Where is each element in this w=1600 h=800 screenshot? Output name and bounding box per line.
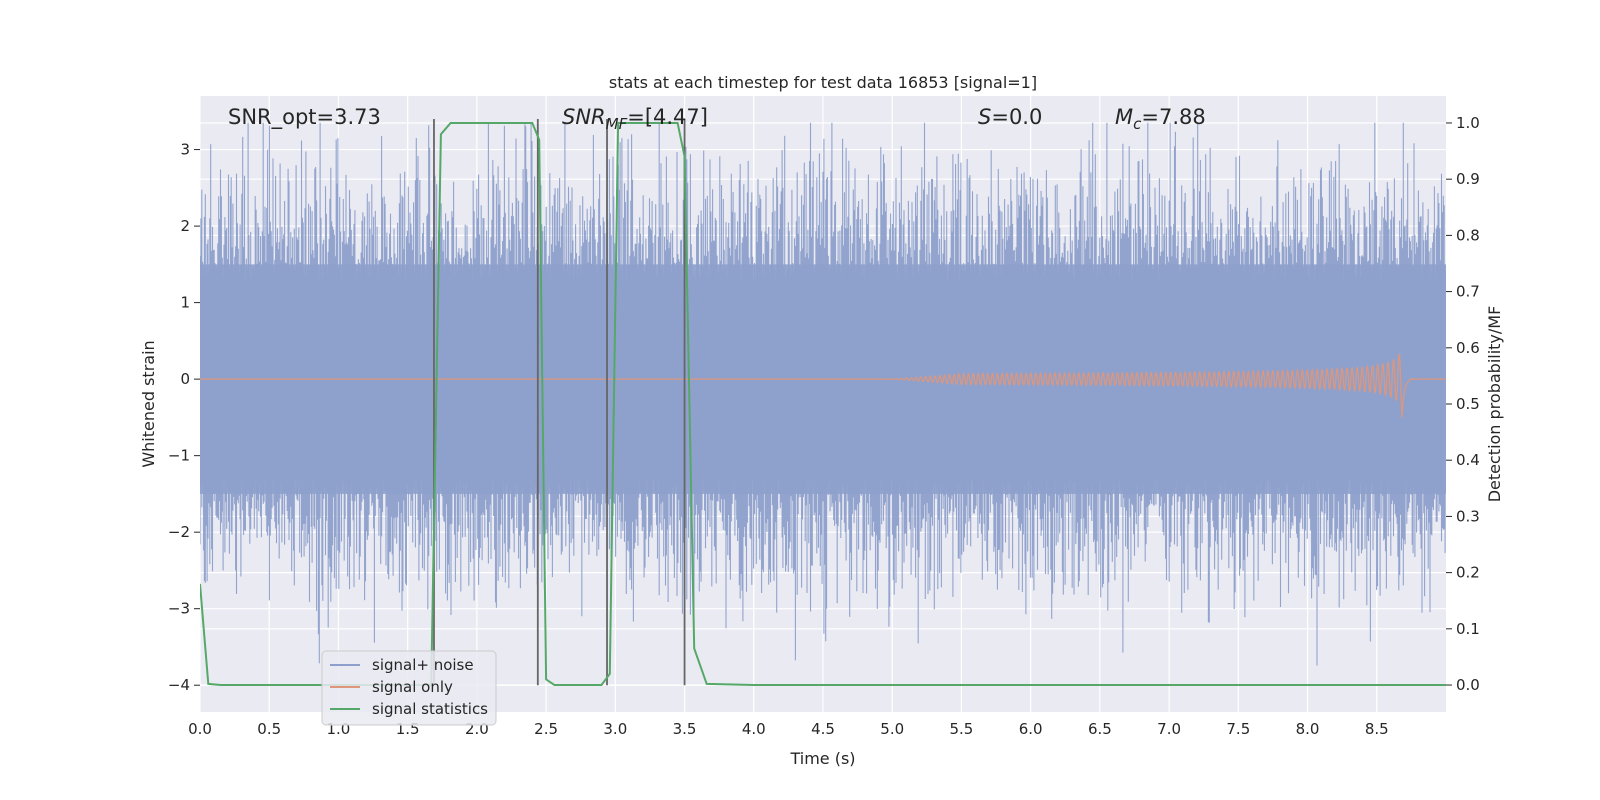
legend-label-stats: signal statistics	[372, 700, 488, 718]
x-tick-label: 7.5	[1226, 720, 1250, 738]
y-left-tick-label: 3	[180, 141, 190, 159]
y-right-tick-label: 0.1	[1456, 620, 1480, 638]
y-right-tick-label: 0.9	[1456, 170, 1480, 188]
y-right-tick-label: 0.5	[1456, 395, 1480, 413]
signal-only-line	[200, 353, 1446, 418]
y-left-tick-label: −1	[168, 447, 190, 465]
x-tick-label: 4.0	[742, 720, 766, 738]
x-tick-label: 0.5	[257, 720, 281, 738]
y-left-tick-label: 1	[180, 294, 190, 312]
y-left-tick-label: 0	[180, 370, 190, 388]
y-right-tick-label: 1.0	[1456, 114, 1480, 132]
x-tick-label: 8.5	[1365, 720, 1389, 738]
x-tick-label: 3.0	[603, 720, 627, 738]
y-left-tick-label: 2	[180, 217, 190, 235]
x-tick-label: 4.5	[811, 720, 835, 738]
signal-only-series	[200, 353, 1446, 418]
annotation-snr-opt: SNR_opt=3.73	[228, 105, 381, 130]
x-tick-label: 5.5	[950, 720, 974, 738]
y-left-axis-label: Whitened strain	[139, 340, 158, 467]
x-tick-label: 8.0	[1296, 720, 1320, 738]
x-axis-label: Time (s)	[789, 749, 855, 768]
x-tick-label: 7.0	[1157, 720, 1181, 738]
y-right-tick-label: 0.7	[1456, 283, 1480, 301]
y-left-tick-label: −3	[168, 600, 190, 618]
x-tick-label: 6.5	[1088, 720, 1112, 738]
x-axis-ticks: 0.0 0.5 1.0 1.5 2.0 2.5 3.0 3.5 4.0 4.5 5.0 5.5 6.0 6…	[188, 720, 1389, 738]
y-right-tick-label: 0.3	[1456, 507, 1480, 525]
x-tick-label: 5.0	[880, 720, 904, 738]
x-tick-label: 3.5	[673, 720, 697, 738]
x-tick-label: 6.0	[1019, 720, 1043, 738]
annotation-mc: Mc=7.88	[1115, 105, 1206, 133]
y-right-tick-label: 0.0	[1456, 676, 1480, 694]
x-tick-label: 0.0	[188, 720, 212, 738]
y-right-tick-label: 0.2	[1456, 564, 1480, 582]
x-tick-label: 2.5	[534, 720, 558, 738]
y-left-tick-label: −2	[168, 523, 190, 541]
chart-title: stats at each timestep for test data 168…	[609, 73, 1037, 92]
annotation-s: S=0.0	[978, 105, 1042, 129]
legend-label-noise: signal+ noise	[372, 656, 474, 674]
vertical-markers	[433, 118, 686, 686]
y-right-tick-label: 0.8	[1456, 226, 1480, 244]
y-right-tick-label: 0.6	[1456, 339, 1480, 357]
y-left-axis-ticks: 3 2 1 0 −1 −2 −3 −4	[168, 141, 200, 694]
annotation-snr-mf: SNRMF=[4.47]	[562, 105, 708, 133]
legend-label-signal: signal only	[372, 678, 453, 696]
y-right-axis-label: Detection probability/MF	[1485, 306, 1504, 503]
y-right-axis-ticks: 1.0 0.9 0.8 0.7 0.6 0.5 0.4 0.3 0.2 0.1 0.0	[1446, 114, 1480, 694]
y-left-tick-label: −4	[168, 676, 190, 694]
legend: signal+ noise signal only signal statist…	[321, 650, 497, 726]
legend-box	[321, 650, 497, 726]
y-right-tick-label: 0.4	[1456, 451, 1480, 469]
